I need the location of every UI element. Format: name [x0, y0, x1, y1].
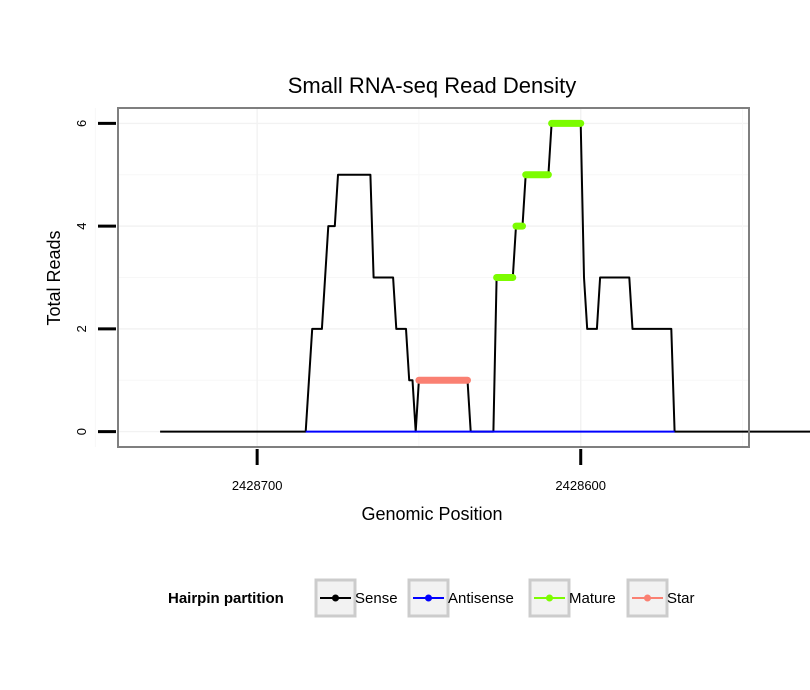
legend-key-point	[332, 594, 339, 602]
legend: Hairpin partition Sense Antisense Mature St…	[168, 578, 695, 618]
legend-label-star: Star	[667, 590, 695, 607]
legend-key-point	[644, 594, 651, 602]
legend-label-sense: Sense	[355, 590, 398, 607]
data-layer	[160, 119, 810, 433]
legend-label-mature: Mature	[569, 590, 616, 607]
legend-title: Hairpin partition	[168, 590, 284, 607]
legend-key-point	[425, 594, 432, 602]
x-tick-label: 2428600	[555, 478, 606, 493]
x-axis-title: Genomic Position	[361, 504, 502, 524]
y-tick-label: 2	[74, 325, 89, 332]
y-tick-label: 6	[74, 120, 89, 127]
x-tick-label: 2428700	[232, 478, 283, 493]
chart-title: Small RNA-seq Read Density	[288, 73, 577, 98]
legend-key-point	[546, 594, 553, 602]
y-tick-label: 4	[74, 223, 89, 230]
legend-label-antisense: Antisense	[448, 590, 514, 607]
grid	[94, 108, 749, 447]
axes: 0 2 4 6 2428700 2428600	[74, 120, 606, 493]
y-axis-title: Total Reads	[44, 230, 64, 325]
y-tick-label: 0	[74, 428, 89, 435]
plot-panel-border	[117, 107, 750, 448]
